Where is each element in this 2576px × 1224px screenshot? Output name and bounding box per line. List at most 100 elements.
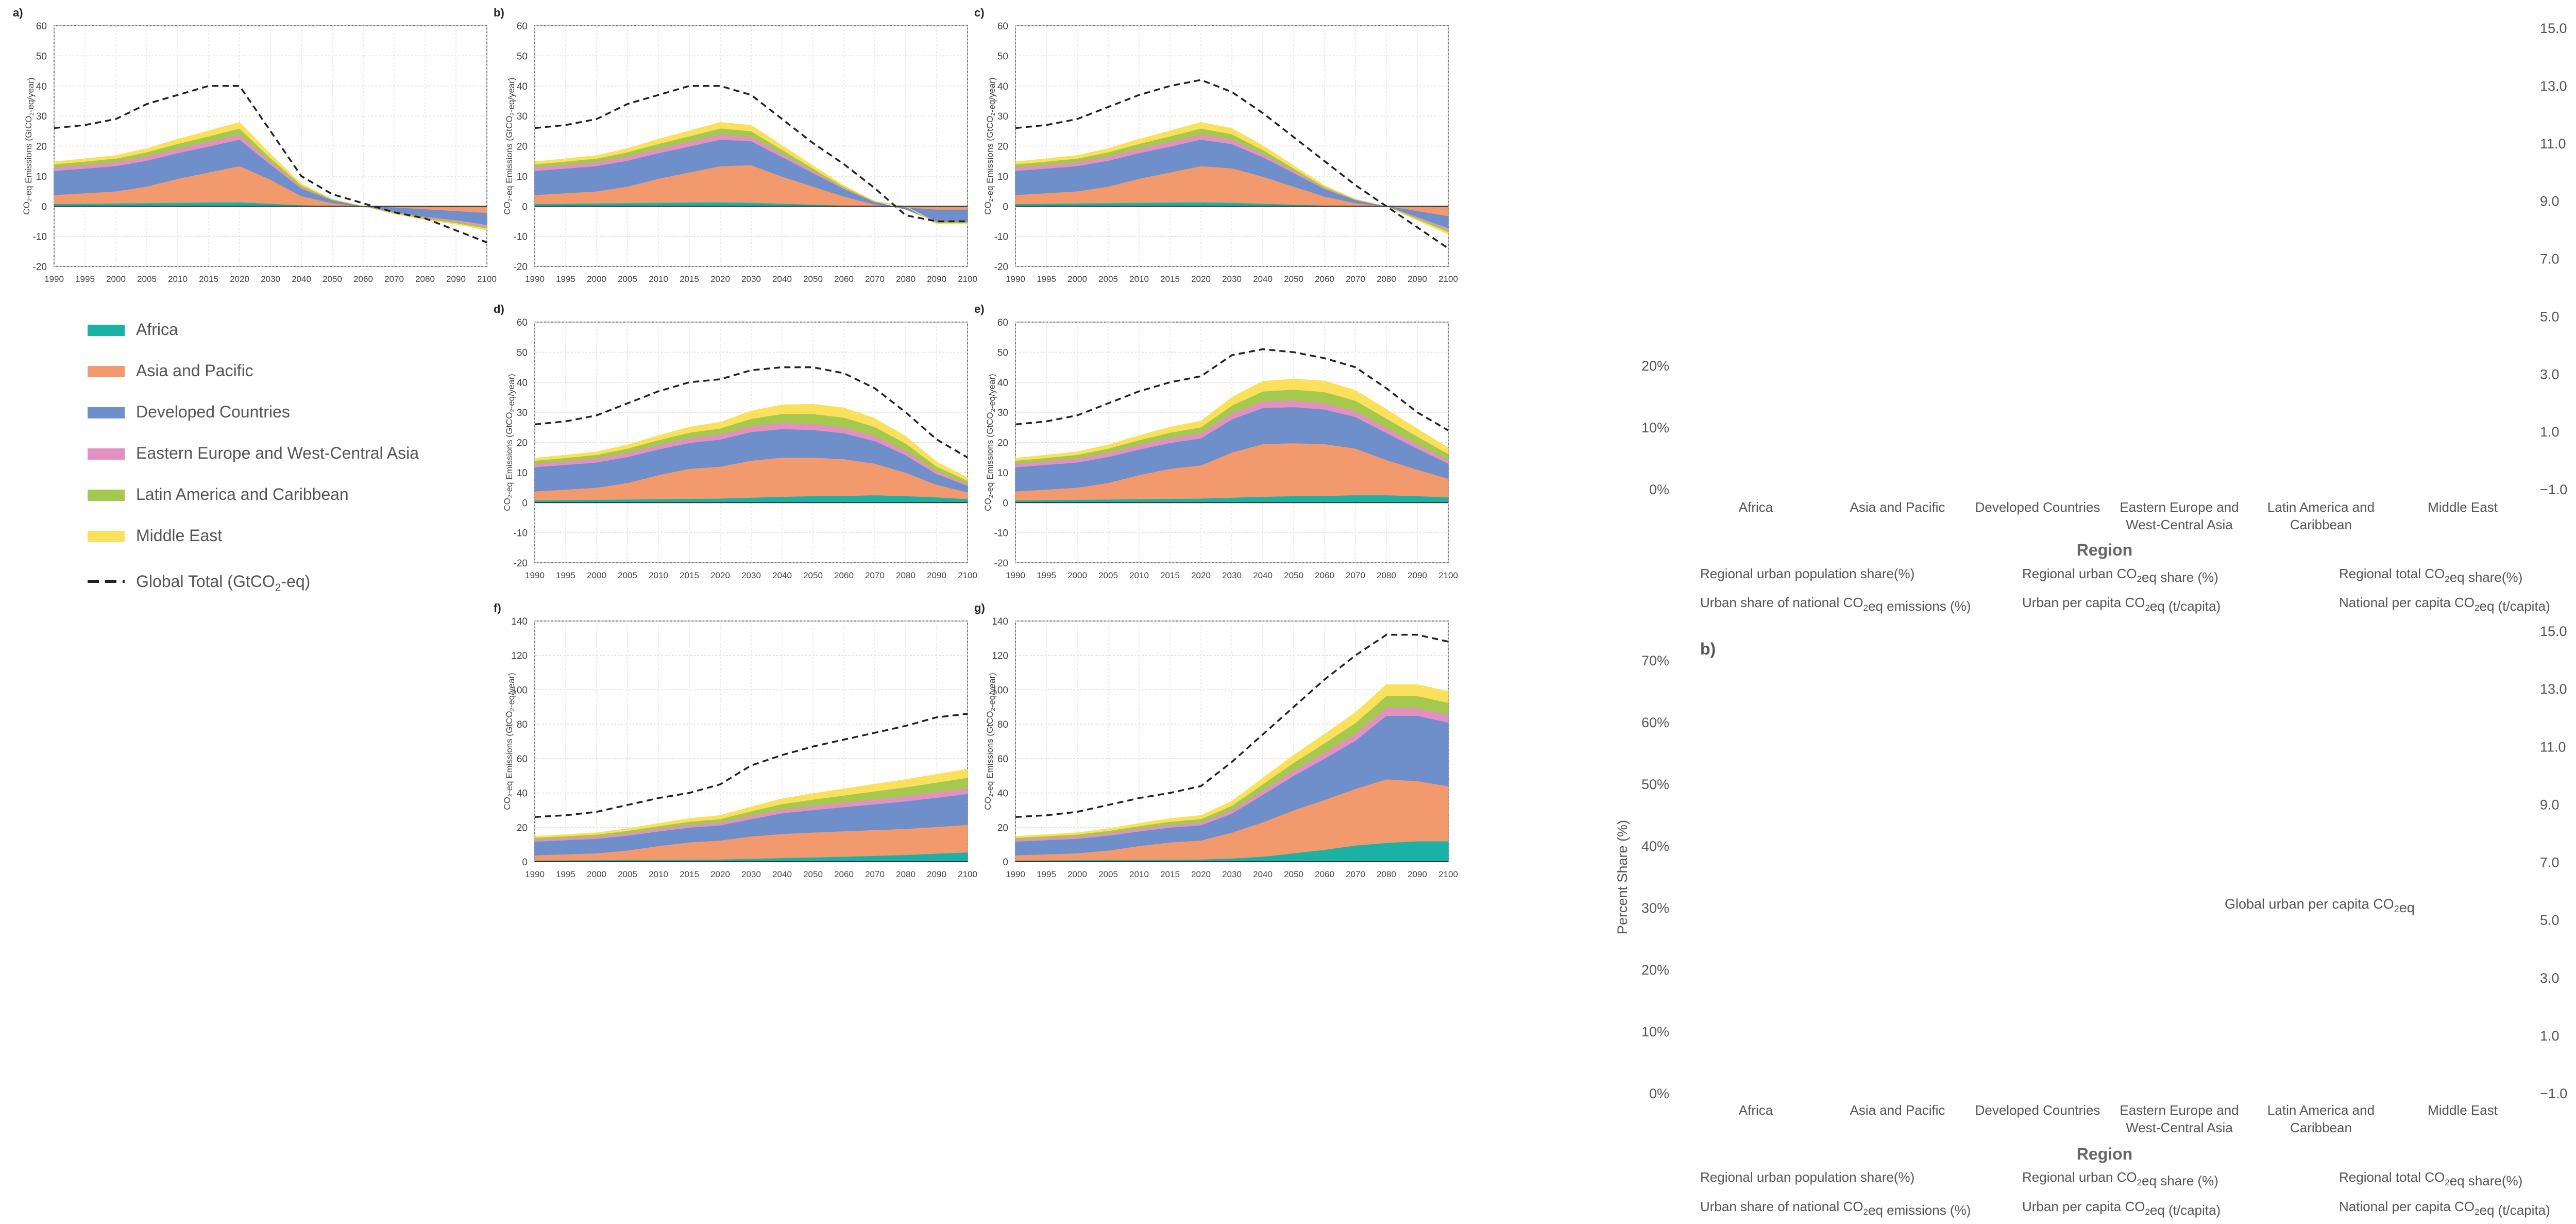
x-tick-label: 1990 bbox=[525, 274, 545, 284]
series-area-me bbox=[1015, 122, 1449, 235]
y-tick-label: 0 bbox=[522, 202, 528, 212]
x-tick-label: 2015 bbox=[199, 274, 218, 284]
x-tick-label: 2000 bbox=[587, 869, 606, 879]
y-tick-label: 0 bbox=[522, 857, 528, 868]
y-tick-label: 0 bbox=[41, 202, 47, 212]
x-tick-label: 2020 bbox=[710, 869, 730, 879]
x-tick-label: 2080 bbox=[896, 869, 916, 879]
y-tick-label: 20 bbox=[517, 142, 528, 153]
y-right-tick-label: 3.0 bbox=[2540, 970, 2560, 986]
y-right-tick-label: 1.0 bbox=[2540, 1028, 2560, 1044]
y-tick-label: 40 bbox=[36, 81, 47, 92]
legend-item-developed: Developed Countries bbox=[88, 403, 290, 421]
x-tick-label: 2090 bbox=[1408, 571, 1427, 580]
x-tick-label: 2010 bbox=[649, 571, 668, 580]
legend-swatch bbox=[88, 448, 125, 460]
panel-label: b) bbox=[494, 6, 504, 19]
y-tick-label: 50 bbox=[36, 51, 47, 62]
x-tick-label: 2060 bbox=[1315, 571, 1334, 580]
y-tick-label: 60 bbox=[36, 21, 47, 32]
x-tick-label: 2060 bbox=[1315, 274, 1334, 284]
legend-label: Urban per capita CO2eq (t/capita) bbox=[2022, 595, 2221, 614]
y-tick-label: 120 bbox=[511, 651, 528, 662]
x-tick-label: 1995 bbox=[75, 274, 95, 284]
legend-swatch bbox=[88, 366, 125, 377]
legend: Africa Asia and Pacific Developed Countrie… bbox=[88, 320, 419, 594]
y-left-tick-label: 60% bbox=[1641, 715, 1669, 730]
y-right-tick-label: 5.0 bbox=[2540, 309, 2560, 324]
legend-swatch bbox=[88, 490, 125, 501]
panel-label: b) bbox=[1700, 640, 1716, 658]
series-area-me bbox=[534, 768, 968, 838]
y-right-tick-label: 9.0 bbox=[2540, 797, 2560, 812]
x-tick-label: 1995 bbox=[1037, 571, 1056, 580]
x-tick-label: 2040 bbox=[1253, 274, 1273, 284]
x-tick-label: 2100 bbox=[958, 274, 977, 284]
y-tick-label: -20 bbox=[514, 558, 528, 569]
category-label: Latin America and bbox=[2267, 499, 2375, 515]
y-tick-label: 60 bbox=[517, 754, 528, 765]
x-tick-label: 1995 bbox=[556, 571, 575, 580]
x-tick-label: 2015 bbox=[680, 869, 699, 879]
y-right-tick-label: 1.0 bbox=[2540, 424, 2560, 440]
y-left-tick-label: 50% bbox=[1641, 777, 1669, 792]
y-tick-label: 20 bbox=[997, 823, 1008, 833]
panel-label: e) bbox=[974, 303, 985, 315]
x-tick-label: 2070 bbox=[1346, 869, 1365, 879]
y-tick-label: 50 bbox=[517, 51, 528, 62]
x-tick-label: 2070 bbox=[865, 274, 885, 284]
x-tick-label: 1995 bbox=[1037, 869, 1056, 879]
category-label: West-Central Asia bbox=[2126, 1120, 2233, 1135]
x-tick-label: 2005 bbox=[1098, 274, 1118, 284]
x-tick-label: 2030 bbox=[1222, 571, 1242, 580]
x-tick-label: 2005 bbox=[618, 274, 637, 284]
x-tick-label: 2020 bbox=[230, 274, 249, 284]
y-tick-label: 100 bbox=[992, 685, 1008, 696]
x-tick-label: 2015 bbox=[1160, 571, 1180, 580]
x-tick-label: 2030 bbox=[1222, 869, 1242, 879]
y-right-tick-label: −1.0 bbox=[2540, 482, 2567, 497]
y-left-tick-label: 10% bbox=[1641, 420, 1669, 435]
legend-label: Urban share of national CO2eq emissions … bbox=[1700, 1199, 1971, 1218]
x-tick-label: 2080 bbox=[415, 274, 435, 284]
legend-item-me: Middle East bbox=[88, 526, 222, 545]
category-label: Caribbean bbox=[2290, 517, 2352, 532]
category-label: Latin America and bbox=[2267, 1102, 2375, 1118]
legend-item-eeca: Eastern Europe and West-Central Asia bbox=[88, 444, 419, 462]
x-tick-label: 2000 bbox=[1067, 869, 1087, 879]
y-right-tick-label: 7.0 bbox=[2540, 855, 2560, 870]
y-tick-label: 20 bbox=[517, 438, 528, 449]
series-area-me bbox=[54, 122, 487, 230]
x-tick-label: 2090 bbox=[446, 274, 466, 284]
legend-label: Latin America and Caribbean bbox=[136, 485, 349, 504]
y-tick-label: 60 bbox=[997, 754, 1008, 765]
legend-label: Asia and Pacific bbox=[136, 361, 253, 380]
x-tick-label: 1990 bbox=[1006, 274, 1025, 284]
x-tick-label: 2010 bbox=[1129, 571, 1149, 580]
x-axis-label: Region bbox=[2077, 541, 2132, 559]
x-tick-label: 2040 bbox=[772, 571, 792, 580]
category-label: Caribbean bbox=[2290, 1120, 2352, 1135]
y-tick-label: 20 bbox=[997, 142, 1008, 153]
y-tick-label: 20 bbox=[517, 823, 528, 833]
x-tick-label: 2020 bbox=[710, 571, 730, 580]
y-tick-label: -10 bbox=[994, 528, 1008, 539]
x-tick-label: 2090 bbox=[927, 571, 946, 580]
legend-label: Global Total (GtCO2-eq) bbox=[136, 572, 310, 594]
y-tick-label: -10 bbox=[514, 528, 528, 539]
x-tick-label: 1990 bbox=[525, 571, 545, 580]
x-tick-label: 2050 bbox=[1284, 274, 1303, 284]
y-right-tick-label: 7.0 bbox=[2540, 251, 2560, 267]
x-tick-label: 2100 bbox=[1438, 571, 1458, 580]
category-label: Africa bbox=[1739, 499, 1773, 515]
x-tick-label: 2060 bbox=[353, 274, 373, 284]
y-tick-label: 10 bbox=[517, 468, 528, 479]
y-tick-label: 10 bbox=[36, 172, 47, 182]
y-tick-label: 50 bbox=[997, 51, 1008, 62]
